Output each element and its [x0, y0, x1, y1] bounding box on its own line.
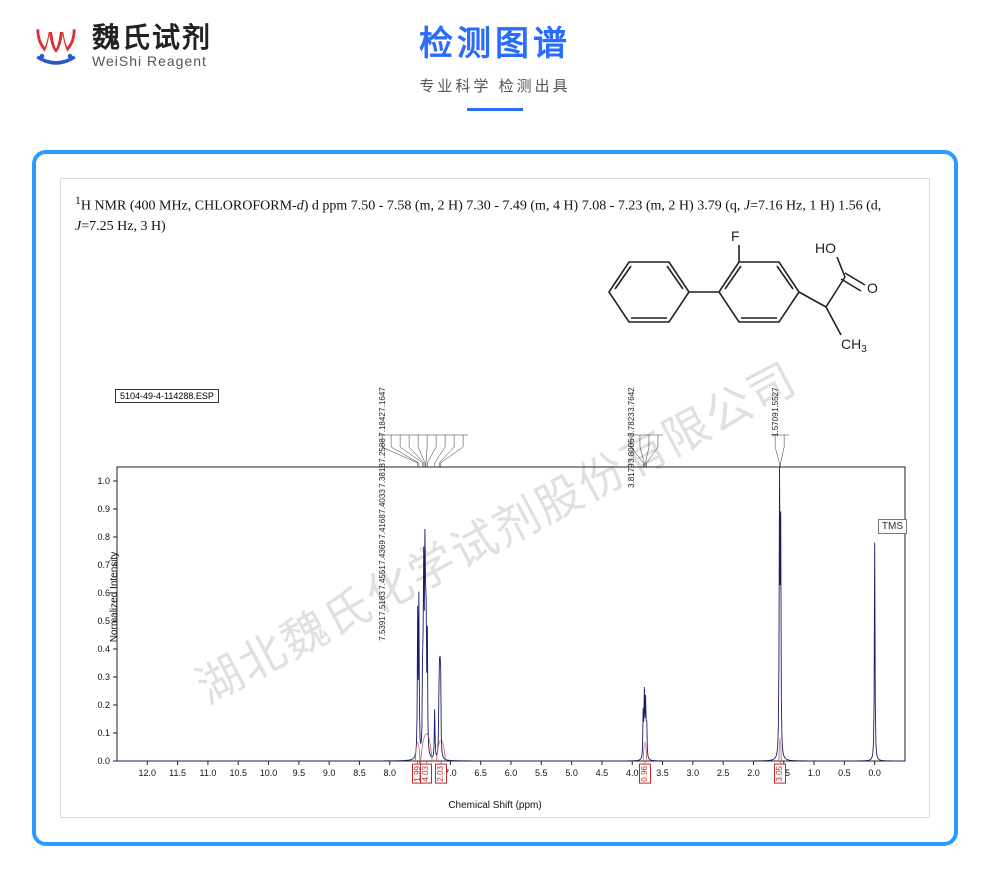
- atom-F: F: [731, 228, 740, 244]
- y-axis-title: Normalized Intensity: [109, 552, 120, 643]
- page-subtitle: 专业科学 检测出具: [419, 75, 571, 96]
- svg-text:9.5: 9.5: [293, 768, 306, 778]
- svg-text:0.0: 0.0: [97, 756, 110, 766]
- logo-icon: [28, 18, 84, 74]
- title-underline: [467, 108, 523, 111]
- svg-text:2.5: 2.5: [717, 768, 730, 778]
- svg-text:12.0: 12.0: [139, 768, 157, 778]
- svg-text:6.5: 6.5: [474, 768, 487, 778]
- molecule-structure: F HO O CH3: [579, 217, 889, 367]
- svg-text:8.0: 8.0: [384, 768, 397, 778]
- svg-text:1.0: 1.0: [97, 476, 110, 486]
- page-title: 检测图谱: [419, 16, 571, 65]
- interp-seg2: ) d ppm 7.50 - 7.58 (m, 2 H) 7.30 - 7.49…: [304, 199, 744, 214]
- logo-text-cn: 魏氏试剂: [92, 23, 212, 52]
- header-bar: 魏氏试剂 WeiShi Reagent 检测图谱 专业科学 检测出具: [0, 0, 990, 130]
- svg-text:0.4: 0.4: [97, 644, 110, 654]
- svg-text:11.0: 11.0: [199, 768, 216, 778]
- peak-labels-doublet: 1.57091.5527: [771, 387, 780, 437]
- integral-value-1: 4.03: [420, 764, 432, 784]
- svg-text:5.5: 5.5: [535, 768, 548, 778]
- svg-text:4.5: 4.5: [596, 768, 609, 778]
- interp-seg1: H NMR (400 MHz, CHLOROFORM-: [81, 199, 297, 214]
- logo-text: 魏氏试剂 WeiShi Reagent: [92, 23, 212, 68]
- atom-HO: HO: [815, 240, 836, 256]
- svg-text:3.0: 3.0: [687, 768, 700, 778]
- svg-text:3.5: 3.5: [656, 768, 669, 778]
- svg-text:0.9: 0.9: [97, 504, 110, 514]
- svg-text:8.5: 8.5: [353, 768, 366, 778]
- x-axis-title: Chemical Shift (ppm): [448, 800, 541, 811]
- spectrum-card: 1H NMR (400 MHz, CHLOROFORM-d) d ppm 7.5…: [32, 150, 958, 846]
- svg-text:11.5: 11.5: [169, 768, 186, 778]
- svg-text:0.1: 0.1: [97, 728, 110, 738]
- svg-text:0.2: 0.2: [97, 700, 110, 710]
- spectrum-svg: 0.00.10.20.30.40.50.60.70.80.91.012.011.…: [75, 387, 915, 807]
- svg-text:10.0: 10.0: [260, 768, 278, 778]
- svg-text:9.0: 9.0: [323, 768, 336, 778]
- page-title-block: 检测图谱 专业科学 检测出具: [419, 16, 571, 111]
- svg-text:1.0: 1.0: [808, 768, 821, 778]
- interp-seg4: =7.25 Hz, 3 H): [81, 219, 166, 234]
- svg-text:4.0: 4.0: [626, 768, 639, 778]
- brand-logo: 魏氏试剂 WeiShi Reagent: [28, 18, 212, 74]
- nmr-spectrum: 5104-49-4-114288.ESP TMS Normalized Inte…: [75, 387, 915, 807]
- interp-seg3: =7.16 Hz, 1 H) 1.56 (d,: [750, 199, 881, 214]
- svg-text:6.0: 6.0: [505, 768, 518, 778]
- svg-text:10.5: 10.5: [229, 768, 247, 778]
- integral-value-4: 3.05: [774, 764, 786, 784]
- svg-text:0.0: 0.0: [868, 768, 881, 778]
- svg-text:5.0: 5.0: [565, 768, 578, 778]
- spectrum-panel: 1H NMR (400 MHz, CHLOROFORM-d) d ppm 7.5…: [60, 178, 930, 818]
- atom-CH3: CH3: [841, 336, 867, 355]
- svg-text:0.5: 0.5: [838, 768, 851, 778]
- svg-text:2.0: 2.0: [747, 768, 760, 778]
- integral-value-3: 0.96: [639, 764, 651, 784]
- interp-ital-d: d: [297, 199, 304, 214]
- integral-value-2: 2.03: [435, 764, 447, 784]
- peak-labels-quartet: 3.81793.80053.78233.7642: [627, 387, 636, 488]
- atom-O: O: [867, 280, 878, 296]
- peak-labels-aromatic: 7.53917.51837.45517.43697.41687.40337.38…: [378, 387, 387, 641]
- svg-text:0.8: 0.8: [97, 532, 110, 542]
- spectrum-file-label: 5104-49-4-114288.ESP: [115, 389, 219, 403]
- svg-text:0.3: 0.3: [97, 672, 110, 682]
- logo-text-en: WeiShi Reagent: [92, 53, 212, 69]
- tms-label: TMS: [878, 519, 907, 534]
